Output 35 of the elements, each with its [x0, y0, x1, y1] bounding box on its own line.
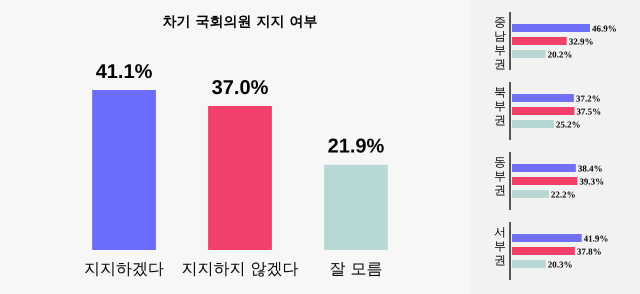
bar — [512, 234, 582, 242]
data-label: 22.2% — [550, 190, 576, 200]
bar — [512, 120, 554, 128]
bar — [512, 164, 576, 172]
data-label: 37.8% — [576, 246, 602, 256]
data-label: 46.9% — [592, 24, 617, 34]
data-label: 25.2% — [556, 120, 581, 130]
y-tick-label: 중남부권 — [494, 15, 506, 71]
data-label: 41.9% — [584, 234, 608, 244]
bar — [512, 94, 574, 102]
data-label: 37.2% — [576, 94, 601, 104]
bar — [512, 107, 574, 115]
data-label: 21.9% — [328, 136, 385, 158]
bar — [512, 260, 546, 268]
data-label: 38.4% — [578, 164, 603, 174]
data-label: 41.1% — [96, 61, 153, 83]
data-label: 37.5% — [576, 106, 602, 116]
data-label: 39.3% — [579, 176, 604, 186]
bar — [512, 24, 590, 32]
bar — [512, 247, 575, 255]
data-label: 20.3% — [548, 260, 573, 270]
bar — [512, 37, 567, 45]
data-label: 32.9% — [568, 36, 594, 46]
y-tick-label: 서부권 — [494, 225, 506, 267]
data-label: 37.0% — [212, 76, 269, 99]
bar — [512, 50, 546, 58]
x-tick-label: 지지하지 않겠다 — [181, 259, 299, 278]
data-label: 20.2% — [548, 50, 572, 60]
y-tick-label: 동부권 — [494, 155, 506, 197]
x-tick-label: 지지하겠다 — [84, 259, 164, 278]
chart-title: 차기 국회의원 지지 여부 — [162, 14, 318, 30]
bar — [512, 190, 549, 198]
bar — [512, 177, 578, 185]
y-tick-label: 북부권 — [494, 85, 506, 127]
x-tick-label: 잘 모름 — [329, 259, 382, 278]
